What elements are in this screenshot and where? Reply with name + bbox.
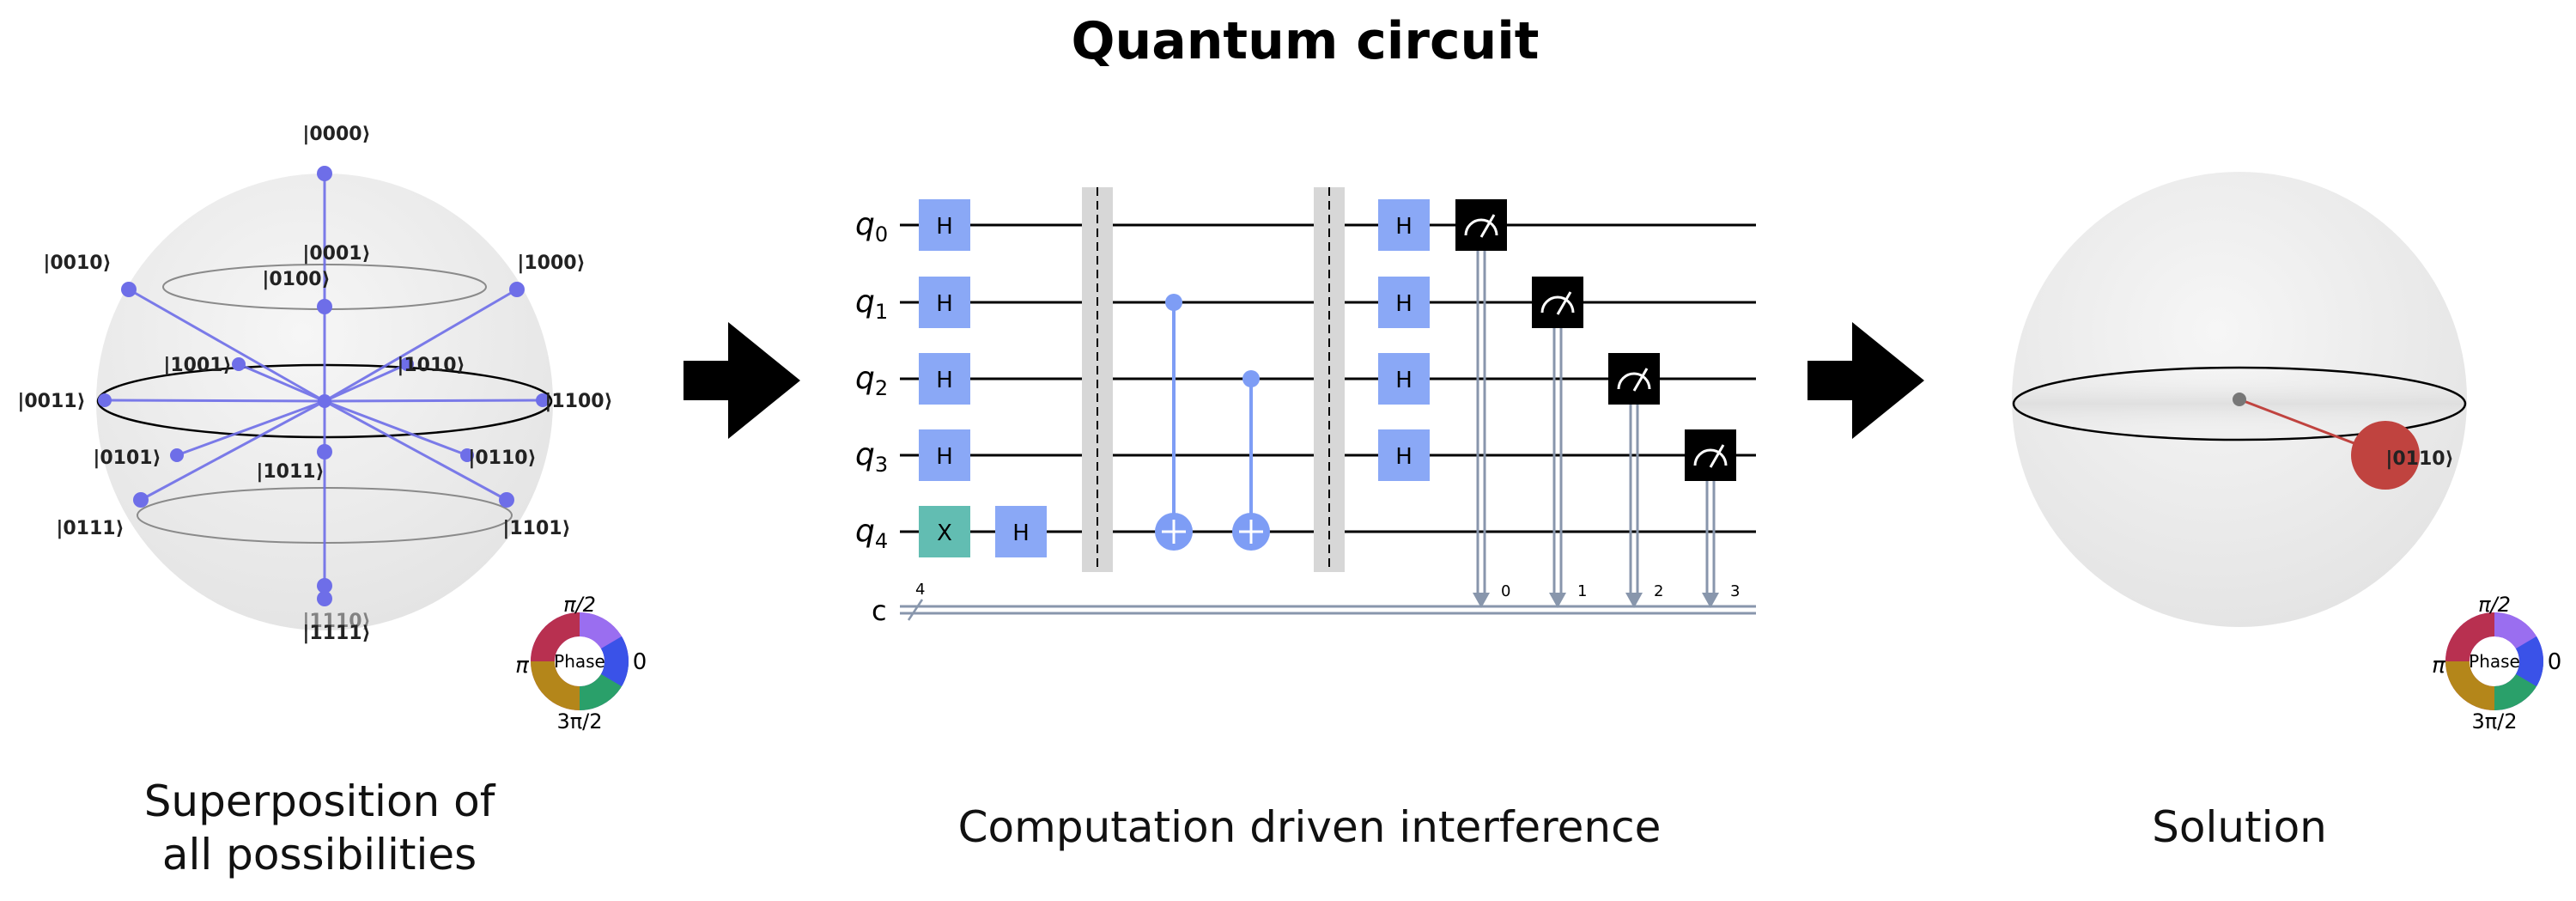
phase-wheel-center-label: Phase — [2469, 651, 2520, 672]
h-gate: H — [1378, 353, 1430, 405]
state-label-1110: |1110⟩ — [302, 611, 370, 632]
qubit-label-q1: q1 — [855, 284, 888, 324]
arrow-to-solution — [1807, 322, 1924, 439]
solution-state-label: |0110⟩ — [2385, 448, 2453, 470]
state-label-0110: |0110⟩ — [468, 447, 536, 469]
quantum-circuit: 4 q0 q1 q2 q3 q4 c H H H H X H — [855, 187, 1756, 627]
state-label-0111: |0111⟩ — [56, 518, 124, 539]
h-gate: H — [1378, 199, 1430, 251]
svg-text:H: H — [1012, 521, 1030, 546]
phase-wheel-top-label: π/2 — [563, 593, 596, 617]
h-gate: H — [995, 506, 1047, 557]
state-label-1100: |1100⟩ — [544, 391, 612, 412]
phase-wheel-top-label: π/2 — [2478, 593, 2511, 617]
svg-text:H: H — [1395, 368, 1413, 393]
measure-gate-q0 — [1455, 199, 1507, 251]
state-label-1011: |1011⟩ — [256, 461, 324, 483]
measure-bit-0: 0 — [1501, 582, 1510, 600]
measure-bit-3: 3 — [1730, 582, 1740, 600]
solution-sphere: |0110⟩ — [2012, 172, 2467, 627]
state-label-0010: |0010⟩ — [43, 253, 111, 274]
diagram-title: Quantum circuit — [1072, 11, 1540, 71]
qubit-label-q0: q0 — [855, 207, 888, 247]
qubit-label-q4: q4 — [855, 514, 888, 553]
h-gate: H — [919, 199, 970, 251]
phase-wheel-right-label: 0 — [633, 649, 647, 675]
h-gate: H — [1378, 277, 1430, 328]
h-gate: H — [919, 353, 970, 405]
barrier-1 — [1082, 187, 1113, 572]
svg-text:H: H — [1395, 444, 1413, 470]
svg-text:H: H — [1395, 214, 1413, 240]
measure-bit-1: 1 — [1577, 582, 1587, 600]
caption-superposition-line2: all possibilities — [162, 830, 477, 880]
barrier-2 — [1314, 187, 1345, 572]
cnot-gate-q1-q4 — [1155, 294, 1193, 551]
svg-text:H: H — [936, 214, 953, 240]
h-gate: H — [1378, 429, 1430, 481]
svg-text:H: H — [936, 444, 953, 470]
phase-wheel-left: Phase π/2 0 π 3π/2 — [515, 593, 647, 734]
h-gate: H — [919, 277, 970, 328]
classical-register-label: c — [872, 594, 887, 627]
state-label-1111: |1111⟩ — [302, 623, 370, 644]
state-label-1000: |1000⟩ — [517, 253, 585, 274]
phase-wheel-bottom-label: 3π/2 — [2471, 709, 2517, 734]
state-label-0011: |0011⟩ — [17, 391, 85, 412]
state-label-1010: |1010⟩ — [397, 355, 465, 376]
phase-wheel-left-label: π — [2432, 653, 2445, 679]
state-label-0001: |0001⟩ — [302, 243, 370, 265]
svg-text:H: H — [1395, 291, 1413, 317]
phase-wheel-center-label: Phase — [554, 651, 605, 672]
measure-gate-q2 — [1608, 353, 1660, 405]
state-label-0100: |0100⟩ — [262, 269, 330, 290]
h-gate: H — [919, 429, 970, 481]
caption-interference: Computation driven interference — [958, 802, 1662, 852]
state-label-0000: |0000⟩ — [302, 124, 370, 145]
svg-text:H: H — [936, 368, 953, 393]
caption-superposition-line1: Superposition of — [144, 776, 496, 826]
phase-wheel-left-label: π — [515, 653, 529, 679]
phase-wheel-right: Phase π/2 0 π 3π/2 — [2432, 593, 2561, 734]
phase-wheel-bottom-label: 3π/2 — [556, 709, 602, 734]
qubit-label-q2: q2 — [855, 361, 888, 400]
cnot-gate-q2-q4 — [1232, 370, 1270, 551]
measure-gate-q3 — [1685, 429, 1736, 481]
state-label-1101: |1101⟩ — [502, 518, 570, 539]
caption-solution: Solution — [2152, 802, 2327, 852]
arrow-to-circuit — [683, 322, 800, 439]
qubit-label-q3: q3 — [855, 437, 888, 477]
state-label-1001: |1001⟩ — [163, 355, 231, 376]
phase-wheel-right-label: 0 — [2548, 649, 2562, 675]
classical-width-label: 4 — [915, 581, 925, 599]
x-gate: X — [919, 506, 970, 557]
svg-text:X: X — [937, 521, 952, 546]
superposition-sphere: |0000⟩ |0001⟩ |0010⟩ |0100⟩ |1000⟩ |1001… — [17, 124, 612, 644]
svg-text:H: H — [936, 291, 953, 317]
state-label-0101: |0101⟩ — [93, 447, 161, 469]
measure-gate-q1 — [1532, 277, 1583, 328]
measure-bit-2: 2 — [1654, 582, 1663, 600]
